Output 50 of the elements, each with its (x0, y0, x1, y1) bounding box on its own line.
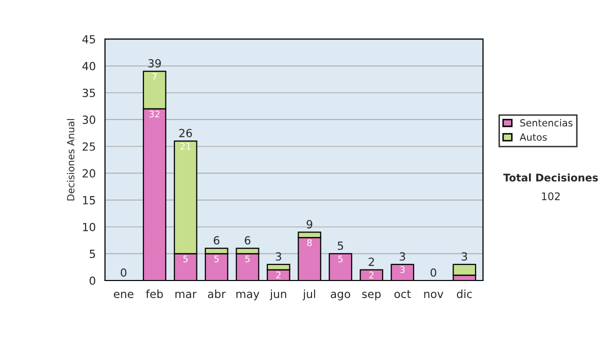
x-tick-label: jul (302, 290, 316, 300)
x-tick-label: may (236, 292, 260, 300)
x-tick-label: mar (175, 292, 197, 298)
x-tick-label: dic (456, 290, 472, 298)
x-tick-label: nov (424, 292, 444, 298)
total-label: 6 (244, 236, 250, 245)
y-tick-label: 25 (82, 142, 95, 151)
total-label: 5 (338, 242, 344, 250)
total-label: 0 (430, 268, 436, 277)
y-tick-label: 10 (83, 222, 96, 232)
data-label: 5 (338, 256, 343, 262)
text: Total Decisiones (503, 173, 598, 182)
y-tick-label: 35 (82, 88, 95, 98)
total-label: 3 (400, 252, 406, 261)
data-label: 3 (400, 266, 405, 274)
total-label: 9 (306, 220, 312, 228)
legend-label: Sentencias (520, 118, 572, 127)
x-tick-label: oct (394, 290, 411, 298)
data-label: 5 (245, 256, 250, 262)
data-label: 2 (369, 272, 374, 278)
data-label: 8 (307, 239, 312, 246)
data-label: 21 (180, 142, 190, 150)
total-label: 3 (276, 252, 282, 261)
data-label: 2 (276, 272, 280, 278)
y-tick-label: 20 (82, 169, 96, 178)
y-tick-label: 30 (82, 116, 96, 124)
total-label: 3 (462, 252, 468, 261)
x-tick-label: ago (330, 292, 350, 300)
total-label: 26 (179, 128, 192, 138)
data-label: 5 (214, 256, 219, 262)
total-label: 0 (120, 268, 126, 277)
total-label: 2 (368, 258, 374, 266)
y-tick-label: 5 (90, 250, 95, 258)
legend-label: Autos (520, 134, 547, 141)
y-tick-label: 40 (82, 62, 96, 70)
data-label: 5 (183, 256, 188, 262)
y-tick-label: 15 (83, 196, 95, 204)
x-tick-label: abr (208, 290, 226, 298)
x-tick-label: feb (146, 290, 163, 298)
data-label: 7 (152, 73, 157, 80)
data-label: 32 (150, 110, 160, 118)
x-tick-label: jun (270, 290, 286, 300)
x-tick-label: ene (114, 292, 134, 298)
y-tick-label: 0 (90, 276, 96, 285)
y-axis-title: Decisiones Anual (66, 119, 74, 200)
y-tick-label: 45 (82, 35, 95, 44)
text: 102 (542, 192, 560, 200)
x-tick-label: sep (362, 292, 381, 300)
total-label: 6 (214, 236, 220, 245)
total-label: 39 (148, 59, 161, 68)
